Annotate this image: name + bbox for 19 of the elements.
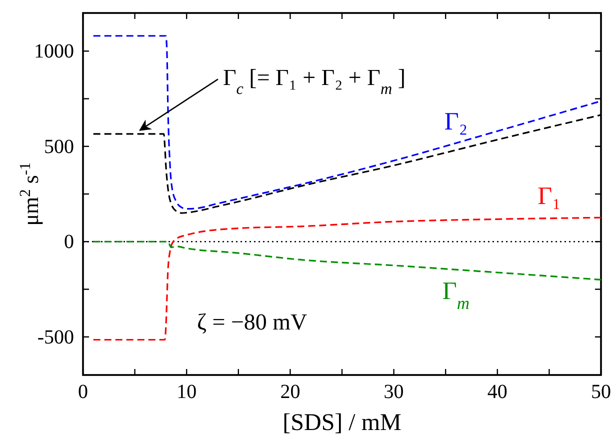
series-label: Γ₂ [444,108,468,136]
x-tick-label: 50 [591,381,611,404]
x-axis-title: [SDS] / mM [282,410,402,436]
annotation: ζ = −80 mV [196,309,308,334]
x-tick-label: 30 [384,381,404,404]
x-tick-label: 0 [78,381,88,404]
series-label: Γ₁ [538,183,561,210]
y-tick-label: 1000 [34,40,74,63]
x-tick-label: 20 [280,381,300,404]
x-tick-label: 10 [176,381,197,404]
y-tick-label: 0 [64,231,74,254]
x-tick-label: 40 [487,381,508,404]
line-series [92,216,601,341]
annotation: Γ$_{c}$ [= Γ₁ + Γ₂ + Γ$_{m}$ ] [222,65,406,98]
y-tick-label: -500 [37,326,74,348]
y-tick-label: 500 [44,136,74,158]
line-series [92,35,601,210]
series-label: Γ$_{m}$ [442,278,470,314]
line-series [92,240,601,281]
